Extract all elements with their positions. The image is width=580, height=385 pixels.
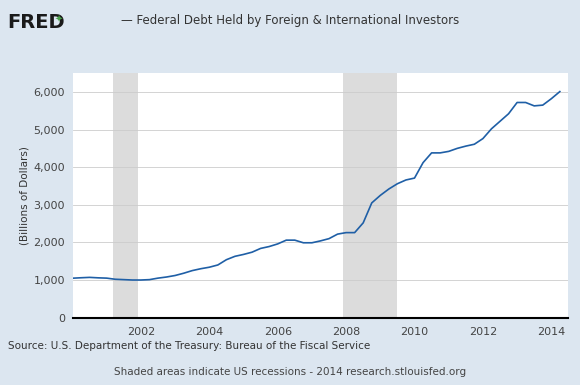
Text: Shaded areas indicate US recessions - 2014 research.stlouisfed.org: Shaded areas indicate US recessions - 20… — [114, 367, 466, 377]
Bar — [343, 73, 397, 318]
Y-axis label: (Billions of Dollars): (Billions of Dollars) — [19, 146, 29, 245]
Text: — Federal Debt Held by Foreign & International Investors: — Federal Debt Held by Foreign & Interna… — [121, 14, 459, 27]
Text: Source: U.S. Department of the Treasury: Bureau of the Fiscal Service: Source: U.S. Department of the Treasury:… — [8, 341, 370, 351]
Bar — [113, 73, 138, 318]
Text: FRED: FRED — [8, 13, 65, 32]
Text: ✦: ✦ — [55, 14, 63, 24]
